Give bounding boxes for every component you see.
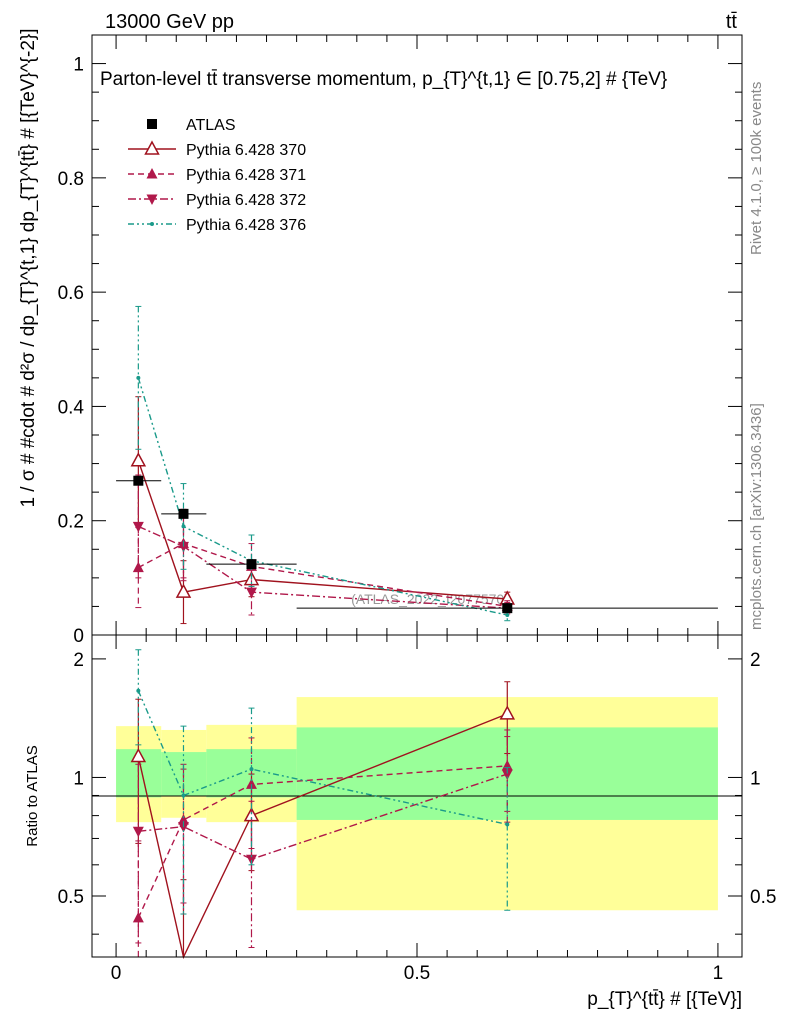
y-tick-label: 1 [73, 55, 84, 76]
data-point [505, 822, 510, 827]
main-panel: 0 0.2 0.4 0.6 0.8 1 Parton-level tt̄ transver… [18, 28, 743, 647]
y-tick-label: 0.4 [58, 397, 85, 418]
legend-label: Pythia 6.428 372 [186, 192, 306, 209]
main-axis-ticks [92, 35, 742, 636]
ratio-y-tick-label: 0.5 [58, 887, 84, 908]
legend-entry: ATLAS [147, 117, 236, 134]
mcplots-label: mcplots.cern.ch [arXiv:1306.3436] [748, 403, 765, 630]
rivet-label: Rivet 4.1.0, ≥ 100k events [748, 82, 765, 255]
data-point [132, 826, 144, 838]
main-y-axis-label: 1 / σ # #cdot # d²σ / dp_{T}^{t,1} dp_{T… [18, 28, 39, 507]
legend-marker [146, 194, 158, 205]
main-series-layer [116, 305, 718, 625]
data-point [245, 854, 257, 866]
data-point [130, 747, 147, 763]
ratio-series-pythia-6.428-376 [135, 649, 511, 915]
main-y-tick-labels: 0 0.2 0.4 0.6 0.8 1 [58, 55, 85, 647]
data-point [132, 521, 144, 533]
data-point [499, 705, 516, 720]
y-tick-label: 0.6 [58, 283, 84, 304]
x-axis-label: p_{T}^{tt̄} # [{TeV}] [587, 989, 742, 1010]
data-point [505, 613, 510, 617]
ratio-y-tick-label: 2 [73, 650, 84, 671]
series-line [137, 377, 508, 616]
data-point [245, 587, 257, 599]
data-point [175, 583, 192, 598]
legend-label: Pythia 6.428 370 [186, 142, 306, 159]
ratio-series-layer [130, 649, 516, 960]
ratio-panel: 0.5 0.5 1 1 2 2 0 0.5 1 Ratio to ATLAS p_{T}^{tt… [24, 634, 777, 1010]
data-point [132, 911, 144, 923]
series-line [138, 542, 508, 608]
data-point [246, 559, 257, 570]
y-tick-label: 0 [73, 626, 84, 647]
legend-marker [150, 222, 154, 226]
ratio-y-tick-label-right: 2 [750, 650, 761, 671]
main-title: Parton-level tt̄ transverse momentum, p_… [100, 69, 667, 90]
data-point [136, 375, 141, 380]
data-point [133, 475, 144, 486]
series-line [137, 713, 508, 960]
series-line [138, 773, 508, 860]
series-line [138, 525, 508, 609]
data-point [177, 541, 189, 553]
ratio-axis-ticks [92, 635, 742, 957]
legend-entry: Pythia 6.428 371 [128, 167, 306, 184]
x-tick-label: 1 [713, 963, 724, 984]
process-label: tt̄ [726, 11, 738, 33]
ratio-y-tick-label-right: 1 [750, 768, 761, 789]
series-line [137, 690, 508, 826]
main-series-atlas [116, 475, 718, 614]
x-tick-label: 0.5 [404, 963, 430, 984]
legend-label: Pythia 6.428 371 [186, 167, 306, 184]
data-point [502, 603, 513, 614]
main-series-pythia-6.428-376 [135, 305, 511, 622]
legend-entry: Pythia 6.428 370 [128, 140, 306, 159]
main-series-pythia-6.428-370 [130, 396, 516, 625]
series-line [137, 460, 508, 600]
energy-label: 13000 GeV pp [105, 11, 234, 33]
data-point [181, 524, 186, 529]
ratio-y-tick-label: 1 [73, 768, 84, 789]
legend-marker [147, 119, 157, 129]
legend-marker [144, 140, 160, 155]
legend-entry: Pythia 6.428 372 [128, 192, 306, 209]
legend-entry: Pythia 6.428 376 [128, 217, 306, 234]
data-point [181, 793, 186, 798]
legend-label: Pythia 6.428 376 [186, 217, 306, 234]
y-tick-label: 0.2 [58, 512, 84, 533]
data-point [136, 688, 141, 693]
data-point [249, 767, 254, 772]
legend-marker [146, 168, 158, 179]
data-point [178, 508, 189, 519]
data-point [501, 769, 513, 781]
ratio-tick-labels: 0.5 0.5 1 1 2 2 0 0.5 1 [58, 650, 777, 984]
legend-label: ATLAS [186, 117, 236, 134]
ratio-y-tick-label-right: 0.5 [750, 887, 776, 908]
data-point [245, 778, 257, 789]
x-tick-label: 0 [111, 963, 122, 984]
y-tick-label: 0.8 [58, 169, 84, 190]
data-point [177, 822, 189, 833]
series-line [137, 765, 508, 919]
legend: ATLAS Pythia 6.428 370 Pythia 6.428 371 Pyt… [128, 117, 306, 234]
ratio-y-axis-label: Ratio to ATLAS [24, 745, 41, 846]
data-point [130, 452, 147, 467]
